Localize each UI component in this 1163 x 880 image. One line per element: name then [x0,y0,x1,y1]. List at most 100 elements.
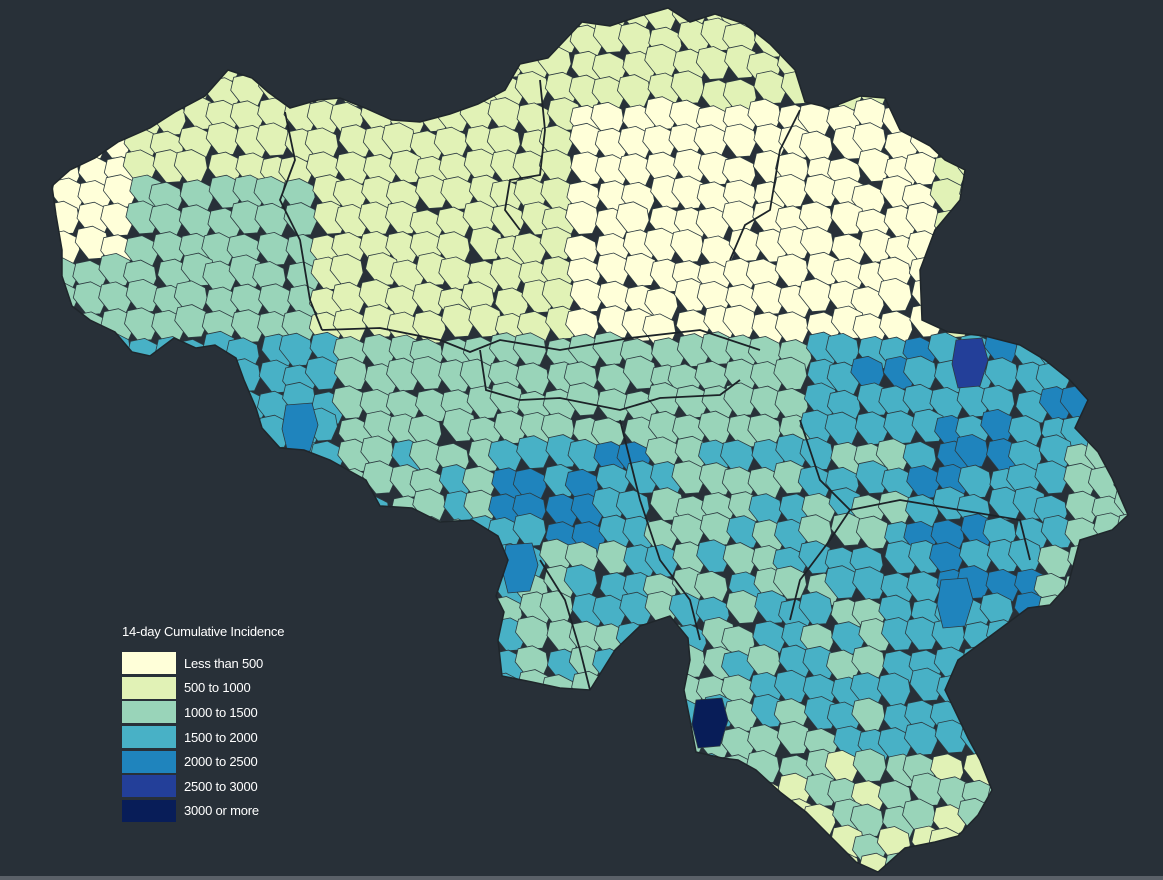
municipality-area [1064,831,1099,866]
municipality-area [410,720,445,755]
municipality-area [388,592,422,627]
municipality-area [1110,174,1128,209]
municipality-area [1115,720,1128,755]
municipality-area [540,753,575,788]
municipality-area [853,97,887,132]
municipality-area [52,592,60,627]
municipality-area [410,564,445,598]
municipality-area [438,152,473,187]
municipality-area [1142,799,1163,832]
municipality-area [1062,672,1097,707]
municipality-area [490,721,525,756]
municipality-area [149,540,184,575]
municipality-area [979,592,1014,627]
municipality-area [130,435,165,470]
municipality-area [304,127,339,162]
municipality-area [518,752,553,786]
municipality-area [753,123,788,158]
municipality-area [463,568,498,603]
municipality-area [331,281,366,316]
municipality-area [228,537,263,572]
municipality-area [462,465,496,500]
municipality-area [487,97,522,132]
municipality-area [540,177,575,212]
municipality-area [722,542,757,577]
province-border-liege [789,419,852,621]
municipality-area [617,722,652,757]
municipality-area [596,363,631,398]
municipality-area [52,668,84,702]
municipality-area [1011,182,1046,217]
municipality-area [903,355,938,390]
municipality-area [538,780,573,815]
municipality-area [71,462,105,496]
municipality-area [725,590,760,624]
municipality-area [52,598,85,633]
municipality-area [804,44,839,79]
municipality-area [1110,97,1128,132]
municipality-area [1010,643,1045,678]
municipality-area [1146,720,1163,753]
municipality-area [72,695,107,730]
municipality-area [963,122,998,157]
municipality-area [695,46,730,80]
municipality-area [1137,98,1163,131]
municipality-area [252,569,287,604]
municipality-area [281,545,316,580]
municipality-area [0,776,32,809]
municipality-area [52,131,83,166]
municipality-area [875,438,910,473]
municipality-area [1141,78,1163,111]
municipality-area [1005,201,1040,236]
municipality-area [702,827,737,862]
municipality-area [202,461,237,496]
municipality-area [984,304,1019,339]
municipality-area [439,573,474,607]
legend-label: 500 to 1000 [184,680,251,696]
municipality-area [255,538,290,573]
legend-title: 14-day Cumulative Incidence [122,624,285,639]
municipality-area [936,96,971,131]
municipality-area [52,468,83,503]
municipality-area [77,647,112,682]
municipality-area [928,285,963,320]
municipality-area [390,650,425,685]
municipality-area [1110,674,1128,709]
municipality-area [1013,729,1048,763]
legend-label: 2000 to 2500 [184,754,258,770]
municipality-area [984,357,1019,392]
municipality-area [512,232,547,267]
municipality-area [1037,284,1071,319]
municipality-area [0,153,32,186]
municipality-area [1143,258,1163,291]
municipality-area [389,75,424,110]
municipality-area [909,303,944,338]
municipality-area [52,486,53,521]
municipality-area [902,441,937,475]
municipality-area [304,831,339,866]
municipality-area [355,650,390,685]
municipality-area [1014,698,1049,733]
municipality-area [358,201,393,236]
municipality-area [2,462,35,495]
municipality-area [1062,8,1097,27]
legend-swatch [122,652,176,675]
municipality-area [204,8,239,33]
municipality-area [1009,825,1044,860]
municipality-area [677,804,712,839]
municipality-area [911,8,945,34]
municipality-area [569,278,604,313]
municipality-area [723,382,758,417]
municipality-area [753,70,788,105]
municipality-area [1063,174,1098,209]
municipality-area [253,176,288,210]
municipality-area [304,356,339,391]
municipality-area [176,567,211,602]
legend-swatch [122,775,176,798]
municipality-area [805,8,840,28]
municipality-area [1137,178,1163,211]
municipality-area [1090,648,1125,683]
municipality-area [52,97,84,132]
municipality-area [75,804,110,839]
municipality-area [385,748,420,782]
